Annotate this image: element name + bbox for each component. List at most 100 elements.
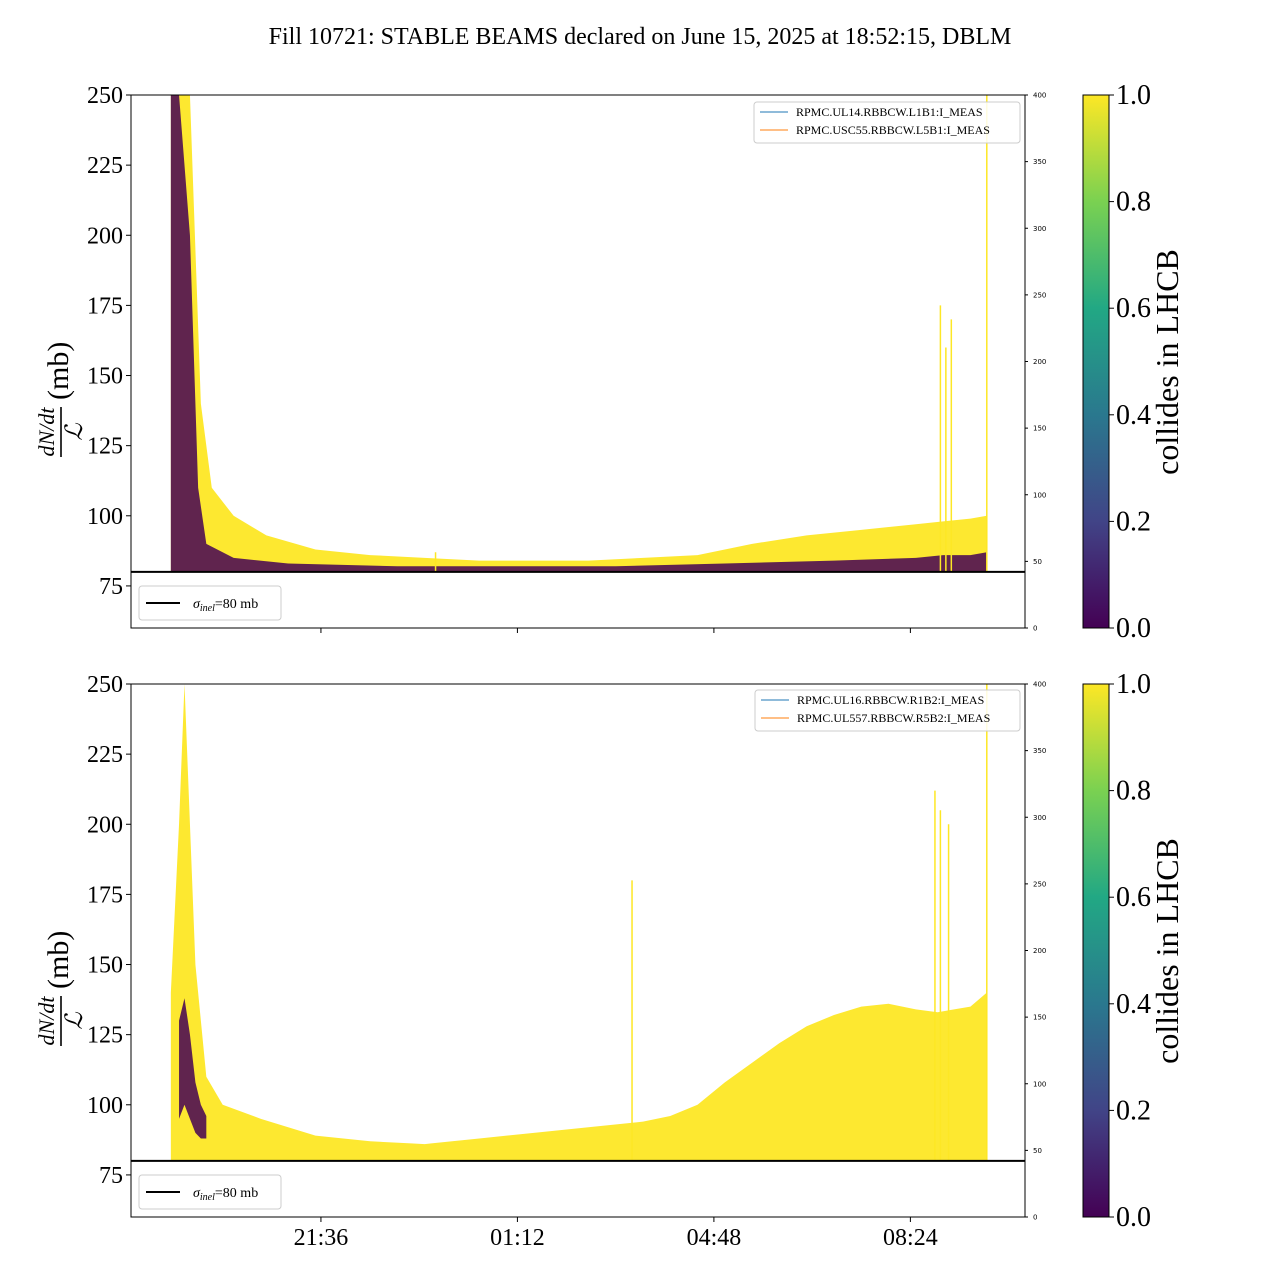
bottom-legend-rest: =80 mb (215, 1186, 258, 1201)
bottom-y2tick-label-8: 400 (1033, 681, 1046, 689)
top-y2tick-label-3: 150 (1033, 425, 1046, 433)
top-y2tick-label-6: 300 (1033, 225, 1046, 233)
bottom-ytick-label-0: 75 (99, 1163, 123, 1189)
bottom-xtick-label-3: 08:24 (883, 1225, 938, 1251)
top-x-ticks (320, 628, 911, 633)
bottom-legend-left-label: σinel=80 mb (193, 1186, 258, 1203)
top-legend-box (753, 101, 1021, 144)
bottom-legend-sigma: σ (193, 1186, 201, 1201)
bottom-panel: 75 100 125 150 175 200 225 250 0 50 100 150 200 250 3… (34, 669, 1185, 1251)
bottom-y2tick-label-7: 350 (1033, 747, 1046, 755)
top-ytick-label-7: 250 (87, 83, 123, 109)
top-cbar-tick-label-4: 0.8 (1116, 187, 1151, 218)
top-plot-area (131, 95, 1025, 573)
top-legend-sub: inel (200, 603, 215, 614)
top-y2tick-label-0: 0 (1033, 625, 1037, 633)
top-legend-right: RPMC.UL14.RBBCW.L1B1:I_MEAS RPMC.USC55.R… (753, 101, 1021, 144)
bottom-x-ticks: 21:36 01:12 04:48 08:24 (294, 1217, 938, 1251)
top-colorbar-ticks: 0.0 0.2 0.4 0.6 0.8 1.0 (1109, 80, 1151, 644)
top-series-purple-band (170, 95, 987, 572)
bottom-colorbar: 0.0 0.2 0.4 0.6 0.8 1.0 collides in LHCB (1082, 669, 1185, 1233)
bottom-ytick-label-5: 200 (87, 812, 123, 838)
top-ylabel-numerator: dN/dt (34, 407, 59, 457)
bottom-legend-box (754, 689, 1021, 732)
top-cbar-tick-label-1: 0.2 (1116, 506, 1151, 537)
bottom-ytick-label-2: 125 (87, 1023, 123, 1049)
top-legend-left-label: σinel=80 mb (193, 597, 258, 614)
top-legend-left: σinel=80 mb (138, 585, 282, 621)
bottom-cbar-tick-label-4: 0.8 (1116, 776, 1151, 807)
top-y2tick-label-4: 200 (1033, 358, 1046, 366)
bottom-y2tick-label-3: 150 (1033, 1014, 1046, 1022)
top-legend-sigma: σ (193, 597, 201, 612)
top-ytick-label-1: 100 (87, 504, 123, 530)
top-colorbar-gradient (1082, 94, 1110, 629)
top-ylabel-unit: (mb) (42, 342, 75, 400)
top-cbar-tick-label-5: 1.0 (1116, 80, 1151, 111)
top-cbar-tick-label-0: 0.0 (1116, 613, 1151, 644)
top-series-yellow-band (170, 95, 987, 572)
bottom-ytick-label-1: 100 (87, 1093, 123, 1119)
top-ytick-label-0: 75 (99, 574, 123, 600)
bottom-y-ticks: 75 100 125 150 175 200 225 250 (87, 672, 131, 1189)
top-legend-entry-1: RPMC.USC55.RBBCW.L5B1:I_MEAS (796, 123, 990, 137)
bottom-ytick-label-6: 225 (87, 742, 123, 768)
top-y-axis-label: dN/dt ℒ (mb) (34, 342, 88, 457)
bottom-series-purple-band (179, 998, 207, 1139)
bottom-y2tick-label-1: 50 (1033, 1147, 1042, 1155)
bottom-cbar-tick-label-1: 0.2 (1116, 1095, 1151, 1126)
top-ytick-label-3: 150 (87, 364, 123, 390)
top-cbar-tick-label-2: 0.4 (1116, 400, 1151, 431)
top-y2tick-label-8: 400 (1033, 92, 1046, 100)
bottom-xtick-label-2: 04:48 (687, 1225, 742, 1251)
bottom-ytick-label-3: 150 (87, 953, 123, 979)
top-ytick-label-5: 200 (87, 223, 123, 249)
bottom-ylabel-numerator: dN/dt (34, 996, 59, 1046)
bottom-plot-area (131, 684, 1025, 1162)
top-legend-entry-0: RPMC.UL14.RBBCW.L1B1:I_MEAS (796, 105, 983, 119)
top-y2tick-label-1: 50 (1033, 558, 1042, 566)
top-ytick-label-2: 125 (87, 434, 123, 460)
top-colorbar-label: collides in LHCB (1149, 249, 1185, 475)
bottom-y2-ticks: 0 50 100 150 200 250 300 350 400 (1025, 681, 1046, 1222)
top-legend-left-box (138, 585, 282, 621)
top-ytick-label-6: 225 (87, 153, 123, 179)
top-y-ticks: 75 100 125 150 175 200 225 250 (87, 83, 131, 600)
bottom-cbar-tick-label-2: 0.4 (1116, 989, 1151, 1020)
bottom-y2tick-label-2: 100 (1033, 1080, 1046, 1088)
top-panel: 75 100 125 150 175 200 225 250 0 50 100 150 200 250 3… (34, 80, 1185, 644)
bottom-legend-left-box (138, 1174, 282, 1210)
bottom-y2tick-label-4: 200 (1033, 947, 1046, 955)
bottom-colorbar-label: collides in LHCB (1149, 838, 1185, 1064)
top-y2tick-label-2: 100 (1033, 491, 1046, 499)
bottom-ytick-label-7: 250 (87, 672, 123, 698)
top-ytick-label-4: 175 (87, 293, 123, 319)
bottom-legend-left: σinel=80 mb (138, 1174, 282, 1210)
top-y2tick-label-7: 350 (1033, 158, 1046, 166)
bottom-legend-entry-0: RPMC.UL16.RBBCW.R1B2:I_MEAS (797, 693, 984, 707)
bottom-y-axis-label: dN/dt ℒ (mb) (34, 931, 88, 1046)
bottom-series-yellow-band (170, 684, 987, 1161)
top-ylabel-denominator: ℒ (62, 423, 88, 441)
bottom-y2tick-label-5: 250 (1033, 880, 1046, 888)
top-legend-rest: =80 mb (215, 597, 258, 612)
top-cbar-tick-label-3: 0.6 (1116, 293, 1151, 324)
bottom-cbar-tick-label-5: 1.0 (1116, 669, 1151, 700)
bottom-colorbar-ticks: 0.0 0.2 0.4 0.6 0.8 1.0 (1109, 669, 1151, 1233)
bottom-legend-right: RPMC.UL16.RBBCW.R1B2:I_MEAS RPMC.UL557.R… (754, 689, 1021, 732)
bottom-y2tick-label-6: 300 (1033, 814, 1046, 822)
bottom-xtick-label-1: 01:12 (490, 1225, 545, 1251)
top-y2tick-label-5: 250 (1033, 291, 1046, 299)
bottom-xtick-label-0: 21:36 (294, 1225, 349, 1251)
bottom-colorbar-gradient (1082, 683, 1110, 1218)
bottom-cbar-tick-label-3: 0.6 (1116, 882, 1151, 913)
bottom-ytick-label-4: 175 (87, 882, 123, 908)
bottom-ylabel-denominator: ℒ (62, 1012, 88, 1030)
chart-title: Fill 10721: STABLE BEAMS declared on Jun… (269, 24, 1012, 50)
bottom-legend-sub: inel (200, 1192, 215, 1203)
bottom-ylabel-unit: (mb) (42, 931, 75, 989)
bottom-y2tick-label-0: 0 (1033, 1214, 1037, 1222)
bottom-cbar-tick-label-0: 0.0 (1116, 1202, 1151, 1233)
top-y2-ticks: 0 50 100 150 200 250 300 350 400 (1025, 92, 1046, 633)
